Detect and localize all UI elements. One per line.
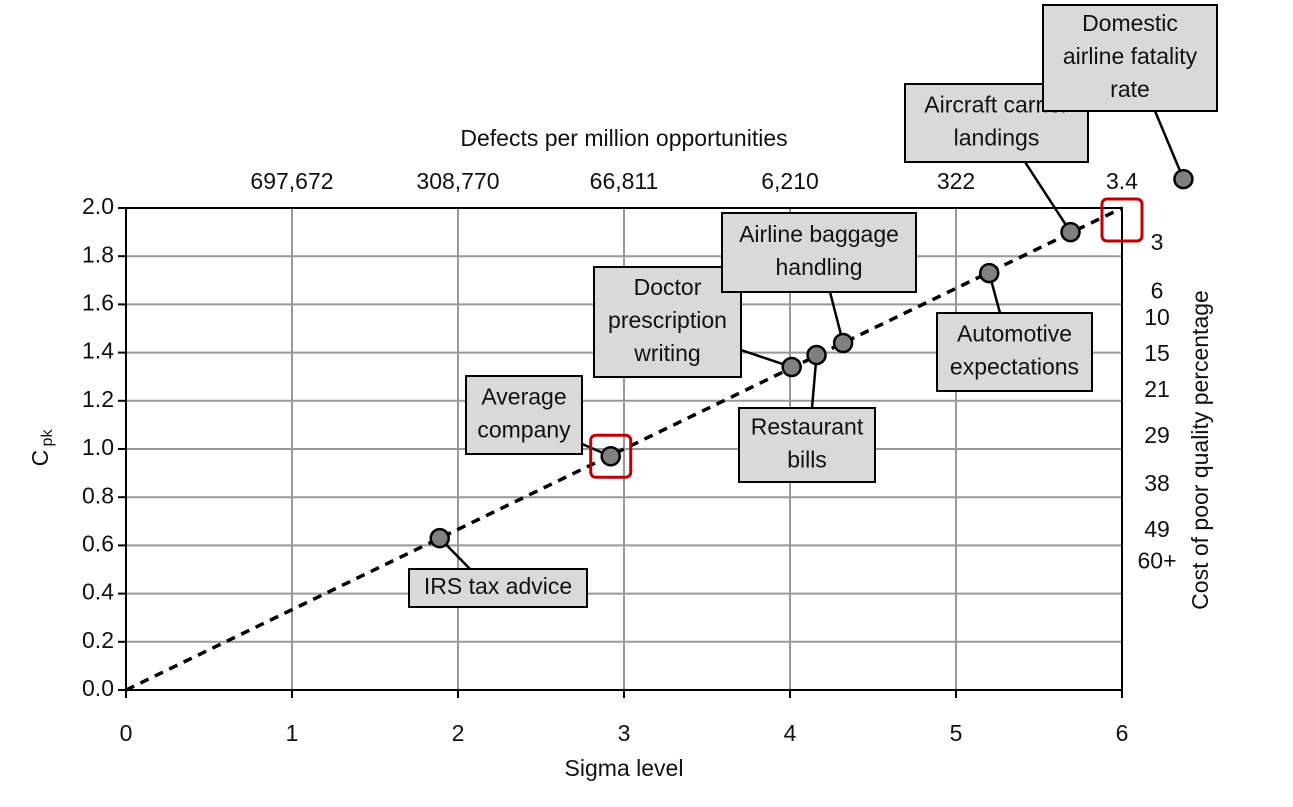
point-label: company [477,417,571,443]
data-point [806,344,827,366]
x-tick-label: 2 [452,720,465,746]
top-tick-label: 697,672 [250,168,333,194]
right-tick-label: 3 [1151,229,1164,255]
x-tick-label: 3 [618,720,631,746]
top-tick-label: 322 [937,168,975,194]
data-point [832,332,854,354]
data-point [1173,168,1194,190]
label-box [721,212,917,293]
y-tick-label: 1.2 [82,386,114,412]
right-tick-label: 38 [1144,470,1170,496]
label-box [936,312,1093,392]
data-point [781,356,802,378]
y-tick-label: 1.8 [82,241,114,267]
top-axis-title: Defects per million opportunities [460,125,787,151]
data-point [429,527,450,549]
point-label: writing [633,340,700,366]
label-box [593,266,742,378]
right-axis-title: Cost of poor quality percentage [1187,290,1213,610]
x-axis-title: Sigma level [565,755,684,781]
right-tick-label: 10 [1144,304,1170,330]
y-tick-label: 0.4 [82,579,114,605]
plot-frame [125,207,1123,691]
top-tick-label: 66,811 [590,168,659,194]
trend-line [125,206,1123,692]
label-box [738,407,876,483]
x-tick-label: 6 [1116,720,1129,746]
data-point [1060,221,1081,243]
top-tick-label: 308,770 [416,168,499,194]
point-label: Automotive [957,321,1072,347]
highlight-box [1100,197,1144,243]
leader-line [1153,110,1185,180]
highlight-box [589,433,633,479]
point-label: Doctor [634,274,702,300]
data-point [600,445,621,467]
x-tick-label: 5 [950,720,963,746]
point-label: prescription [608,307,727,333]
right-tick-label: 60+ [1137,547,1176,573]
y-axis-title-sub: pk [39,429,56,447]
point-label: rate [1110,76,1150,102]
right-tick-label: 15 [1144,340,1170,366]
data-point [978,262,1000,284]
x-tick-label: 1 [286,720,299,746]
y-tick-label: 0.0 [82,675,114,701]
y-axis-title-main: C [27,450,53,467]
point-label: airline fatality [1063,43,1198,69]
x-tick-label: 4 [784,720,797,746]
point-label: expectations [950,354,1079,380]
point-label: Restaurant [751,414,864,440]
point-label: Airline baggage [739,221,899,247]
y-axis-title: C pk [27,429,56,467]
top-tick-label: 3.4 [1106,168,1138,194]
point-label: landings [954,125,1040,151]
y-tick-label: 1.0 [82,434,114,460]
point-label: bills [787,447,827,473]
y-tick-label: 0.6 [82,530,114,556]
top-tick-label: 6,210 [761,168,819,194]
y-tick-label: 0.8 [82,482,114,508]
y-tick-label: 1.6 [82,289,114,315]
right-tick-label: 49 [1144,516,1170,542]
right-tick-label: 21 [1144,376,1170,402]
right-tick-label: 6 [1151,277,1164,303]
x-tick-label: 0 [120,720,133,746]
y-tick-label: 1.4 [82,338,114,364]
y-tick-label: 0.2 [82,627,114,653]
label-box [465,375,583,455]
y-tick-label: 2.0 [82,193,114,219]
point-label: IRS tax advice [424,573,572,599]
label-box [408,568,588,608]
leader-line [1023,161,1072,233]
point-label: Average [481,384,566,410]
label-box [1042,4,1218,112]
point-label: handling [776,254,863,280]
point-label: Domestic [1082,10,1178,36]
right-tick-label: 29 [1144,422,1170,448]
